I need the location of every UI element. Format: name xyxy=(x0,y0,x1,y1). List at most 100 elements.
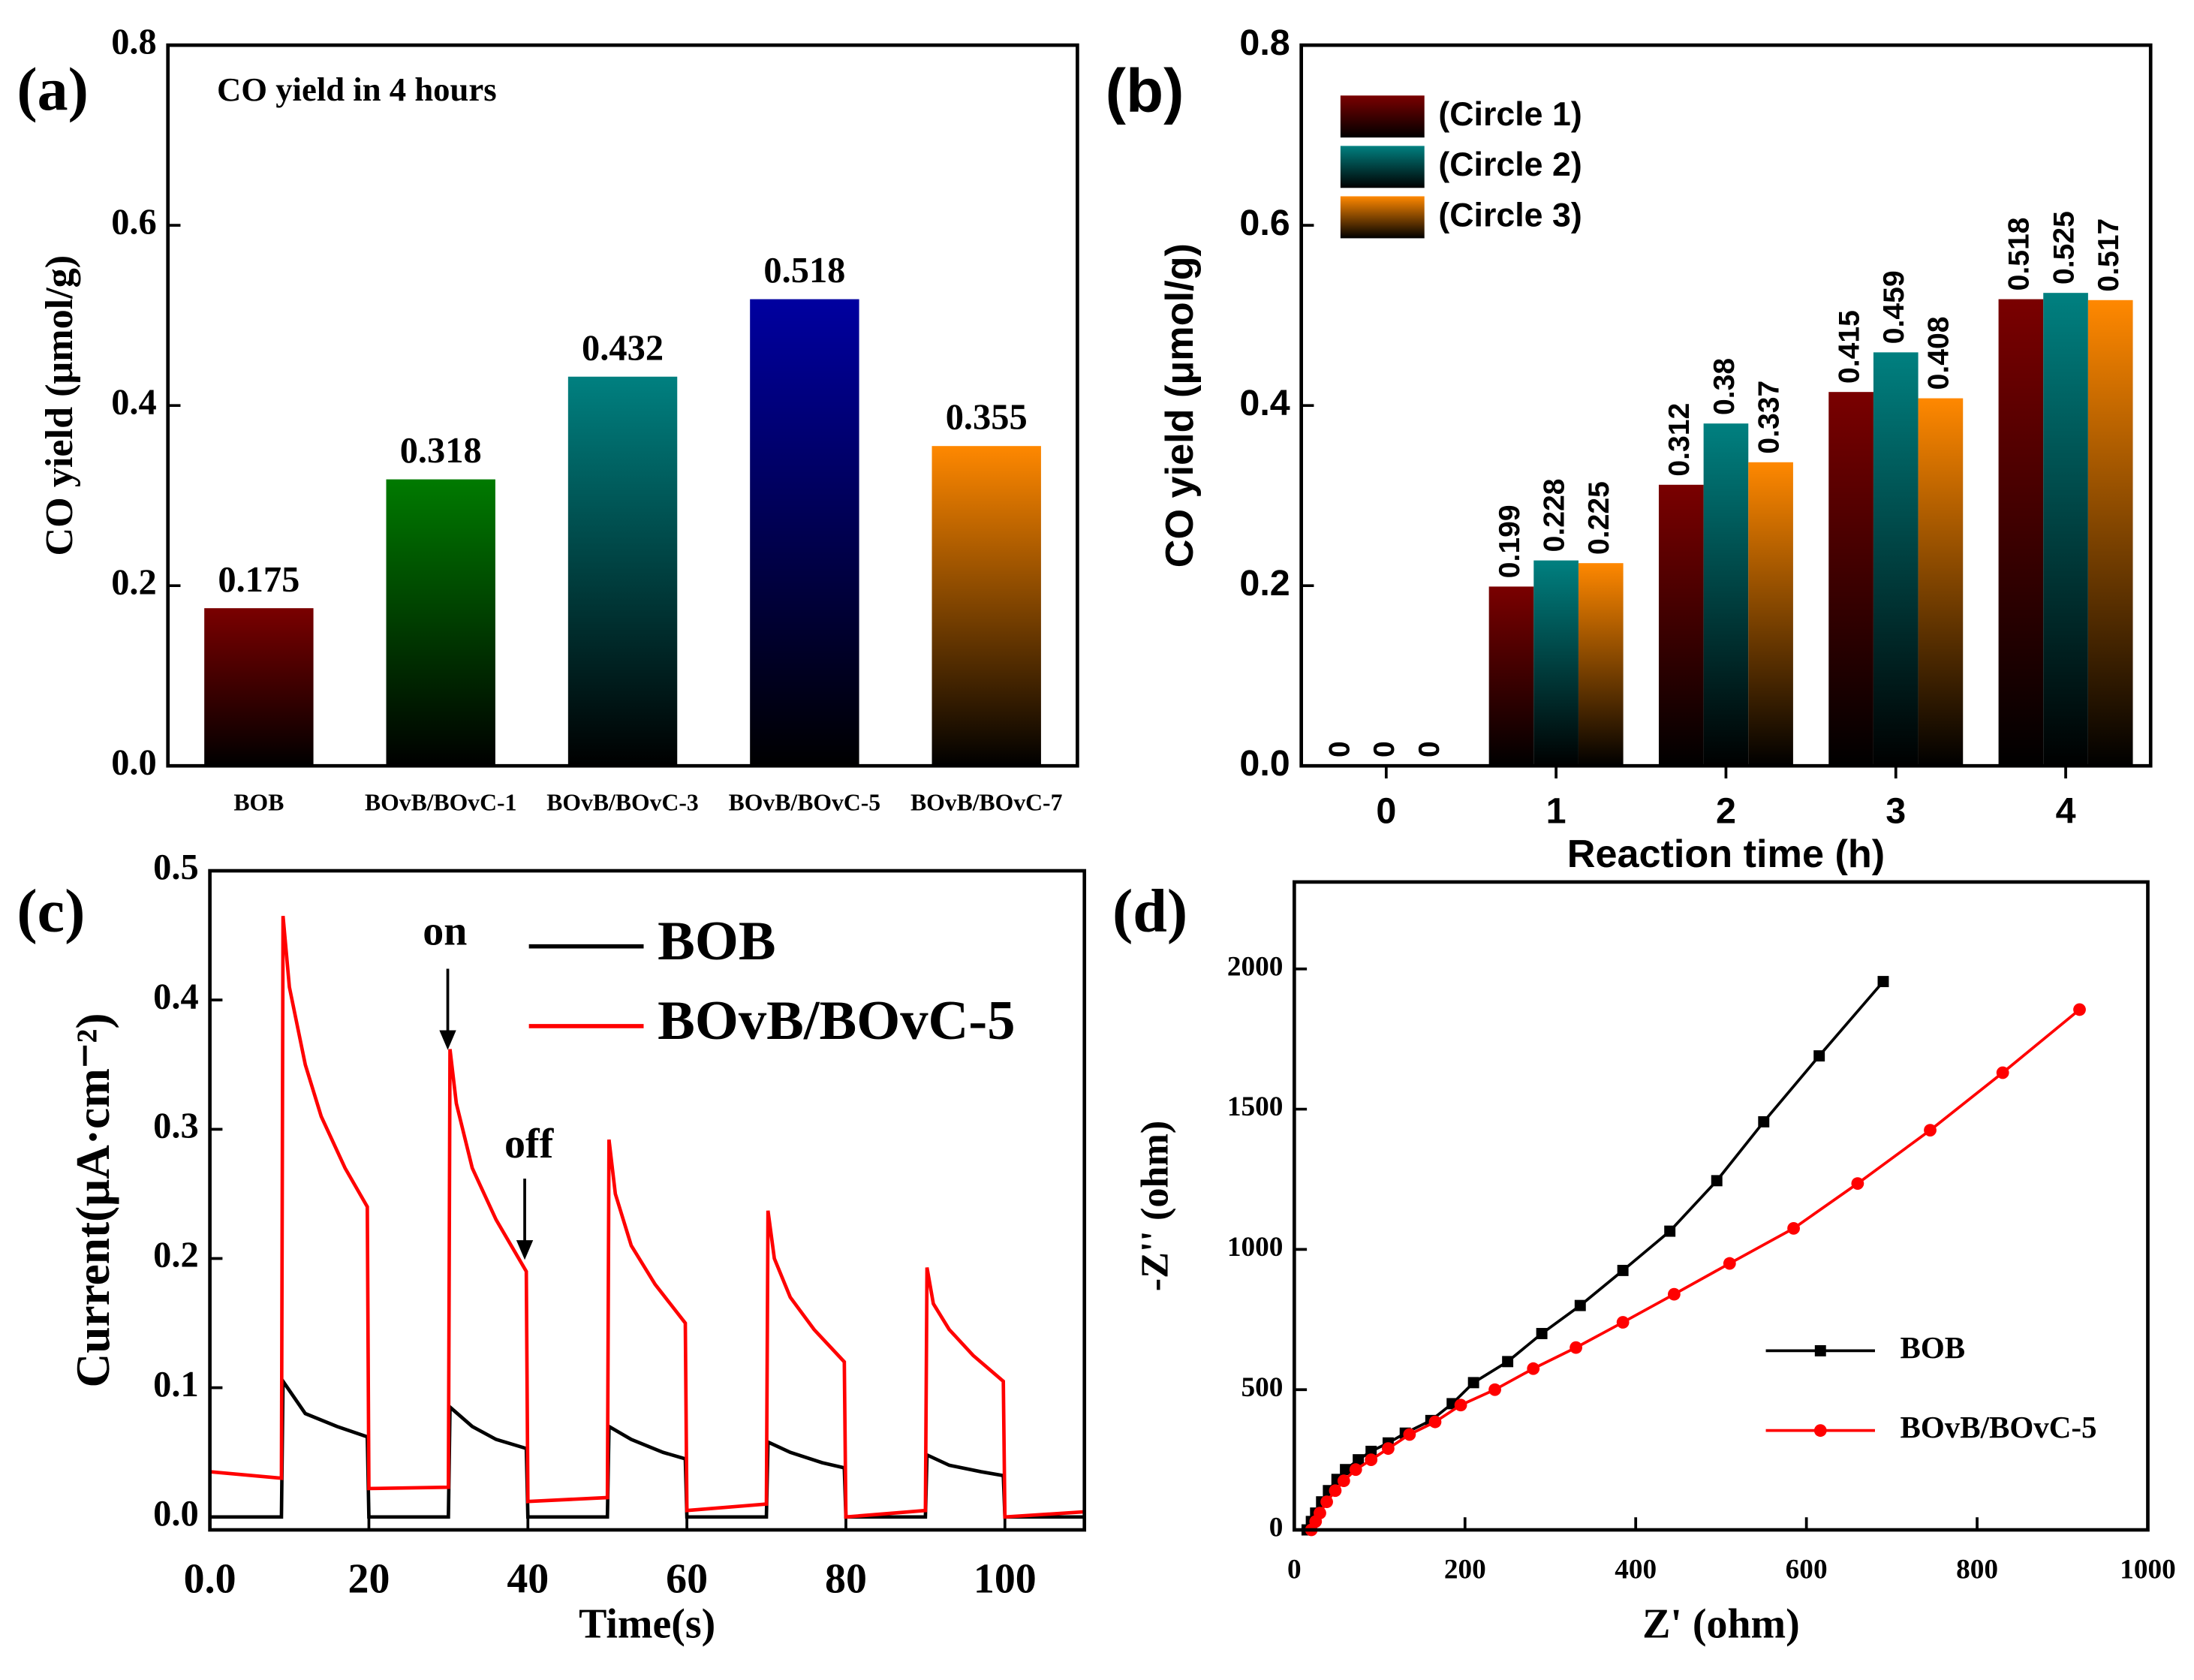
marker xyxy=(1924,1124,1937,1137)
marker xyxy=(1349,1463,1362,1477)
marker xyxy=(1382,1442,1395,1456)
marker xyxy=(1996,1066,2009,1079)
panel: (d) 0 500 1000 1500 2000 -Z'' (ohm) Z' (ohm) 0 20… xyxy=(1112,876,2176,1647)
marker xyxy=(1574,1299,1586,1311)
legend-label: BOB xyxy=(1901,1330,1966,1365)
annotation: on xyxy=(423,908,467,955)
bar xyxy=(750,299,859,766)
x-tick-label: 1 xyxy=(1546,790,1566,831)
arrow-head xyxy=(516,1240,534,1260)
panel-label: (d) xyxy=(1112,876,1187,944)
x-tick-label: 800 xyxy=(1956,1555,1998,1585)
panel-label: (a) xyxy=(17,55,89,123)
panel: (b) 0.0 0.2 0.4 0.6 0.8 CO yield (μmol/g) React… xyxy=(1106,23,2153,876)
x-tick-label: 0 xyxy=(1376,790,1396,831)
y-tick-label: 1500 xyxy=(1227,1091,1284,1122)
y-tick-label: 0.8 xyxy=(1239,23,1290,63)
bar xyxy=(1488,586,1534,766)
value-label: 0.459 xyxy=(1878,270,1910,344)
bar xyxy=(1658,484,1704,766)
x-tick-label: BOvB/BOvC-5 xyxy=(729,790,880,816)
value-label: 0.355 xyxy=(946,398,1028,438)
y-tick-label: 0.8 xyxy=(111,22,157,62)
marker xyxy=(1851,1177,1864,1190)
value-label: 0.318 xyxy=(400,431,482,471)
panel-label: (c) xyxy=(17,876,85,944)
y-axis-label: CO yield (μmol/g) xyxy=(38,255,81,556)
marker xyxy=(1617,1264,1629,1276)
value-label: 0.225 xyxy=(1583,481,1615,555)
marker xyxy=(1340,1464,1352,1476)
marker xyxy=(1813,1050,1825,1062)
value-label: 0 xyxy=(1413,741,1446,757)
legend-marker xyxy=(1814,1344,1826,1356)
y-tick-label: 0.6 xyxy=(1239,203,1290,243)
legend-marker xyxy=(1813,1424,1827,1438)
marker xyxy=(1616,1316,1630,1329)
y-tick-label: 0.3 xyxy=(153,1106,199,1146)
x-tick-label: 100 xyxy=(974,1556,1037,1603)
bar xyxy=(204,608,314,766)
marker xyxy=(1488,1383,1501,1396)
value-label: 0.337 xyxy=(1753,381,1785,454)
value-label: 0.312 xyxy=(1663,403,1696,477)
marker xyxy=(1667,1287,1681,1301)
marker xyxy=(1353,1454,1365,1466)
panel: (c) 0.0 0.1 0.2 0.3 0.4 0.5 Current(μA·cm⁻²) Tim… xyxy=(17,848,1087,1647)
marker xyxy=(1711,1175,1723,1187)
bar xyxy=(1828,392,1873,766)
y-axis-label: -Z'' (ohm) xyxy=(1133,1121,1177,1292)
y-tick-label: 0.5 xyxy=(153,848,199,887)
y-tick-label: 0.0 xyxy=(111,742,157,782)
y-tick-label: 1000 xyxy=(1227,1232,1284,1263)
legend-label: BOvB/BOvC-5 xyxy=(1901,1410,2097,1444)
panel: (a) 0.0 0.2 0.4 0.6 0.8 CO yield (μmol/g) 0.175… xyxy=(17,22,1079,816)
x-tick-label: 200 xyxy=(1444,1555,1486,1585)
value-label: 0 xyxy=(1368,741,1401,757)
marker xyxy=(1403,1428,1416,1441)
marker xyxy=(1329,1484,1342,1498)
y-tick-label: 0.2 xyxy=(111,562,157,602)
bar xyxy=(1578,563,1624,766)
x-tick-label: 4 xyxy=(2056,790,2076,831)
panel-label: (b) xyxy=(1106,57,1184,125)
x-tick-label: 2 xyxy=(1716,790,1736,831)
marker xyxy=(1365,1453,1378,1467)
marker xyxy=(1536,1328,1548,1339)
annotation: off xyxy=(504,1121,555,1167)
legend-label: (Circle 2) xyxy=(1438,146,1582,183)
x-tick-label: 60 xyxy=(666,1556,708,1603)
plot-frame xyxy=(208,869,1087,1532)
y-tick-label: 0.2 xyxy=(153,1236,199,1275)
value-label: 0.518 xyxy=(763,251,845,291)
legend-swatch xyxy=(1340,95,1425,138)
bar xyxy=(1703,423,1749,766)
y-tick-label: 0.1 xyxy=(153,1365,199,1405)
y-tick-label: 500 xyxy=(1241,1372,1284,1403)
marker xyxy=(1337,1474,1350,1488)
marker xyxy=(1758,1115,1770,1128)
y-tick-label: 0.4 xyxy=(1239,383,1290,423)
plot-frame xyxy=(166,43,1079,768)
line xyxy=(1310,1008,2081,1531)
marker xyxy=(1723,1257,1736,1270)
y-axis-label: CO yield (μmol/g) xyxy=(1158,243,1202,568)
x-tick-label: 80 xyxy=(825,1556,867,1603)
marker xyxy=(2073,1003,2086,1016)
x-tick-label: BOvB/BOvC-3 xyxy=(546,790,698,816)
value-label: 0.525 xyxy=(2048,211,2080,285)
value-label: 0.175 xyxy=(218,560,299,600)
legend-label: (Circle 1) xyxy=(1438,96,1582,133)
y-tick-label: 0.6 xyxy=(111,202,157,242)
marker xyxy=(1502,1356,1514,1368)
x-axis-label: Z' (ohm) xyxy=(1642,1600,1800,1647)
y-tick-label: 0.4 xyxy=(153,977,199,1016)
value-label: 0.432 xyxy=(582,328,664,368)
y-tick-label: 0.4 xyxy=(111,382,157,422)
y-tick-label: 0.0 xyxy=(1239,743,1290,784)
bar xyxy=(2043,293,2088,766)
legend-label: BOvB/BOvC-5 xyxy=(658,990,1015,1052)
x-axis-label: Reaction time (h) xyxy=(1567,832,1885,876)
x-tick-label: 600 xyxy=(1786,1555,1828,1585)
